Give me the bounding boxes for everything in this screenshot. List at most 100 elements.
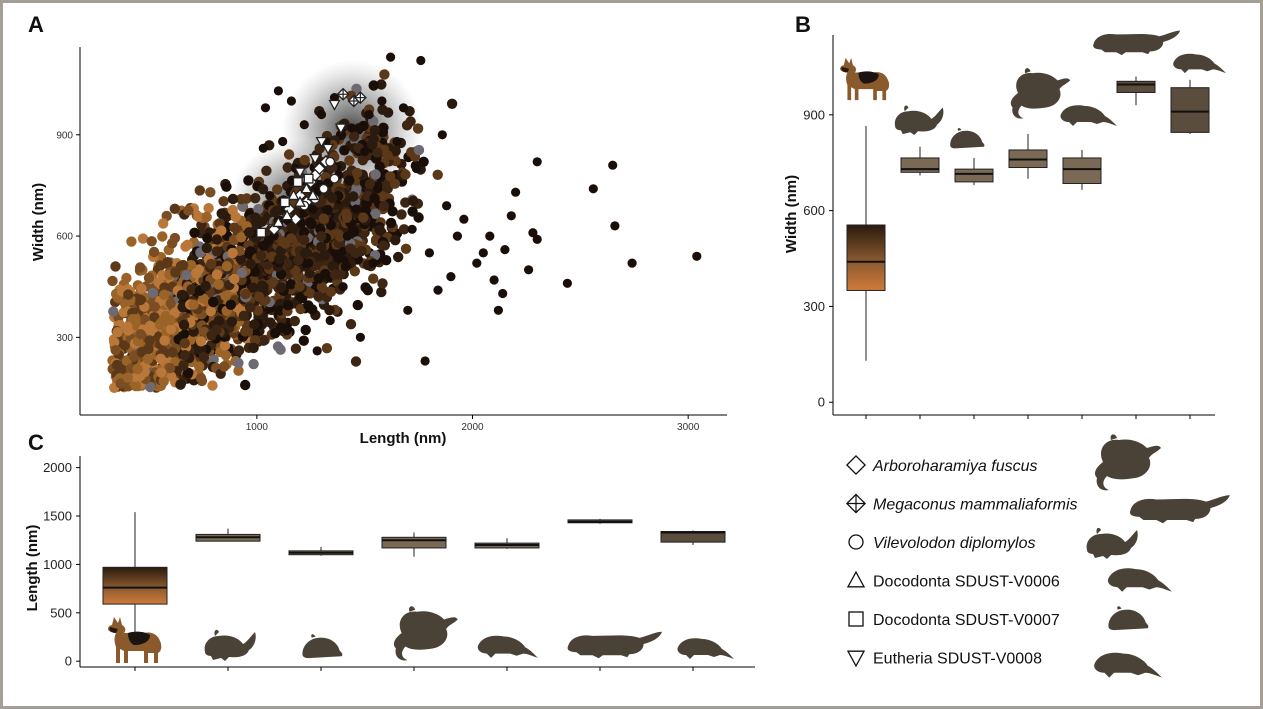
box-iqr — [1062, 157, 1102, 184]
scatter-point — [216, 208, 227, 219]
scatter-point — [144, 320, 156, 332]
scatter-point — [213, 279, 224, 290]
scatter-point — [112, 327, 123, 338]
fossil-marker-triangle — [300, 182, 313, 194]
scatter-point — [233, 357, 244, 369]
legend-item: Vilevolodon diplomylos — [848, 534, 1035, 552]
scatter-point — [498, 288, 508, 299]
scatter-point — [352, 299, 363, 311]
scatter-point — [159, 335, 170, 346]
y-tick-label: 300 — [803, 299, 825, 314]
scatter-point — [169, 203, 180, 214]
scatter-point — [379, 69, 390, 80]
scatter-point — [285, 233, 297, 244]
squirrel-silhouette-icon — [1086, 527, 1138, 559]
scatter-point — [121, 272, 132, 284]
scatter-point — [220, 290, 231, 302]
scatter-point — [177, 259, 189, 271]
scatter-point — [340, 261, 352, 272]
y-tick-label: 900 — [803, 107, 825, 122]
y-tick-label: 600 — [56, 232, 73, 243]
scatter-point — [144, 335, 155, 346]
scatter-point — [185, 259, 197, 271]
scatter-point — [202, 232, 213, 244]
scatter-point — [320, 268, 331, 280]
shrew-silhouette-icon — [677, 638, 734, 659]
fossil-marker-triangle — [293, 195, 307, 207]
legend-square-icon — [848, 611, 864, 627]
y-tick-label: 1500 — [43, 509, 72, 524]
scatter-point — [261, 165, 272, 176]
fossil-marker-square — [279, 197, 290, 208]
x-tick-label: 3000 — [677, 422, 700, 433]
scatter-point — [236, 232, 247, 243]
scatter-point — [272, 184, 283, 195]
scatter-point — [294, 281, 305, 292]
scatter-point — [377, 278, 388, 289]
box-iqr — [102, 566, 168, 605]
scatter-point — [216, 225, 227, 236]
scatter-point — [229, 222, 240, 233]
scatter-point — [610, 221, 620, 231]
scatter-point — [295, 292, 305, 302]
scatter-point — [256, 280, 268, 291]
scatter-point — [302, 248, 313, 259]
scatter-point — [286, 96, 296, 106]
scatter-point — [416, 55, 426, 66]
scatter-point — [155, 353, 166, 364]
scatter-point — [182, 239, 193, 250]
scatter-point — [273, 86, 283, 96]
panel-b-y-axis-title: Width (nm) — [783, 175, 800, 253]
box-4 — [381, 532, 447, 557]
scatter-point — [472, 258, 482, 268]
scatter-point — [396, 209, 407, 220]
scatter-point — [327, 260, 338, 272]
small-mammal-silhouette-icon — [950, 127, 985, 149]
scatter-point — [308, 204, 318, 214]
scatter-point — [290, 343, 302, 354]
scatter-point — [233, 365, 244, 376]
scatter-point — [227, 193, 239, 205]
scatter-point — [269, 207, 281, 218]
scatter-point — [230, 211, 241, 223]
scatter-point — [407, 206, 418, 217]
scatter-point — [392, 136, 402, 147]
scatter-point — [248, 358, 259, 370]
scatter-point — [368, 273, 379, 284]
scatter-point — [413, 144, 425, 156]
scatter-point — [110, 261, 121, 272]
scatter-point — [493, 305, 503, 315]
scatter-point — [198, 352, 210, 363]
scatter-point — [165, 324, 177, 335]
legend-label: Eutheria SDUST-V0008 — [873, 651, 1042, 668]
scatter-point — [211, 234, 223, 245]
scatter-point — [324, 305, 335, 316]
scatter-point — [243, 175, 254, 186]
scatter-point — [240, 288, 251, 300]
scatter-point — [165, 315, 176, 326]
legend-label: Docodonta SDUST-V0007 — [873, 612, 1060, 629]
fossil-marker-circle — [329, 173, 340, 184]
scatter-point — [348, 191, 359, 202]
scatter-point — [437, 130, 447, 140]
scatter-point — [123, 289, 134, 300]
scatter-point — [627, 258, 637, 268]
scatter-point — [362, 285, 373, 296]
scatter-point — [298, 234, 310, 246]
fossil-marker-triangle-down — [309, 153, 322, 165]
squirrel-silhouette-icon — [894, 105, 944, 136]
gliding-mammal-silhouette-icon — [1095, 434, 1161, 491]
scatter-point — [293, 254, 304, 266]
scatter-point — [183, 205, 194, 216]
scatter-point — [179, 338, 190, 349]
legend-item: Arboroharamiya fuscus — [845, 454, 1038, 476]
fossil-marker-triangle — [272, 216, 285, 228]
scatter-point — [274, 253, 285, 265]
scatter-point — [286, 222, 297, 233]
panel-c-silhouettes — [108, 606, 734, 663]
scatter-point — [424, 248, 434, 258]
scatter-point — [376, 79, 387, 90]
gliding-mammal-silhouette-icon — [1010, 68, 1071, 119]
scatter-point — [298, 226, 310, 238]
